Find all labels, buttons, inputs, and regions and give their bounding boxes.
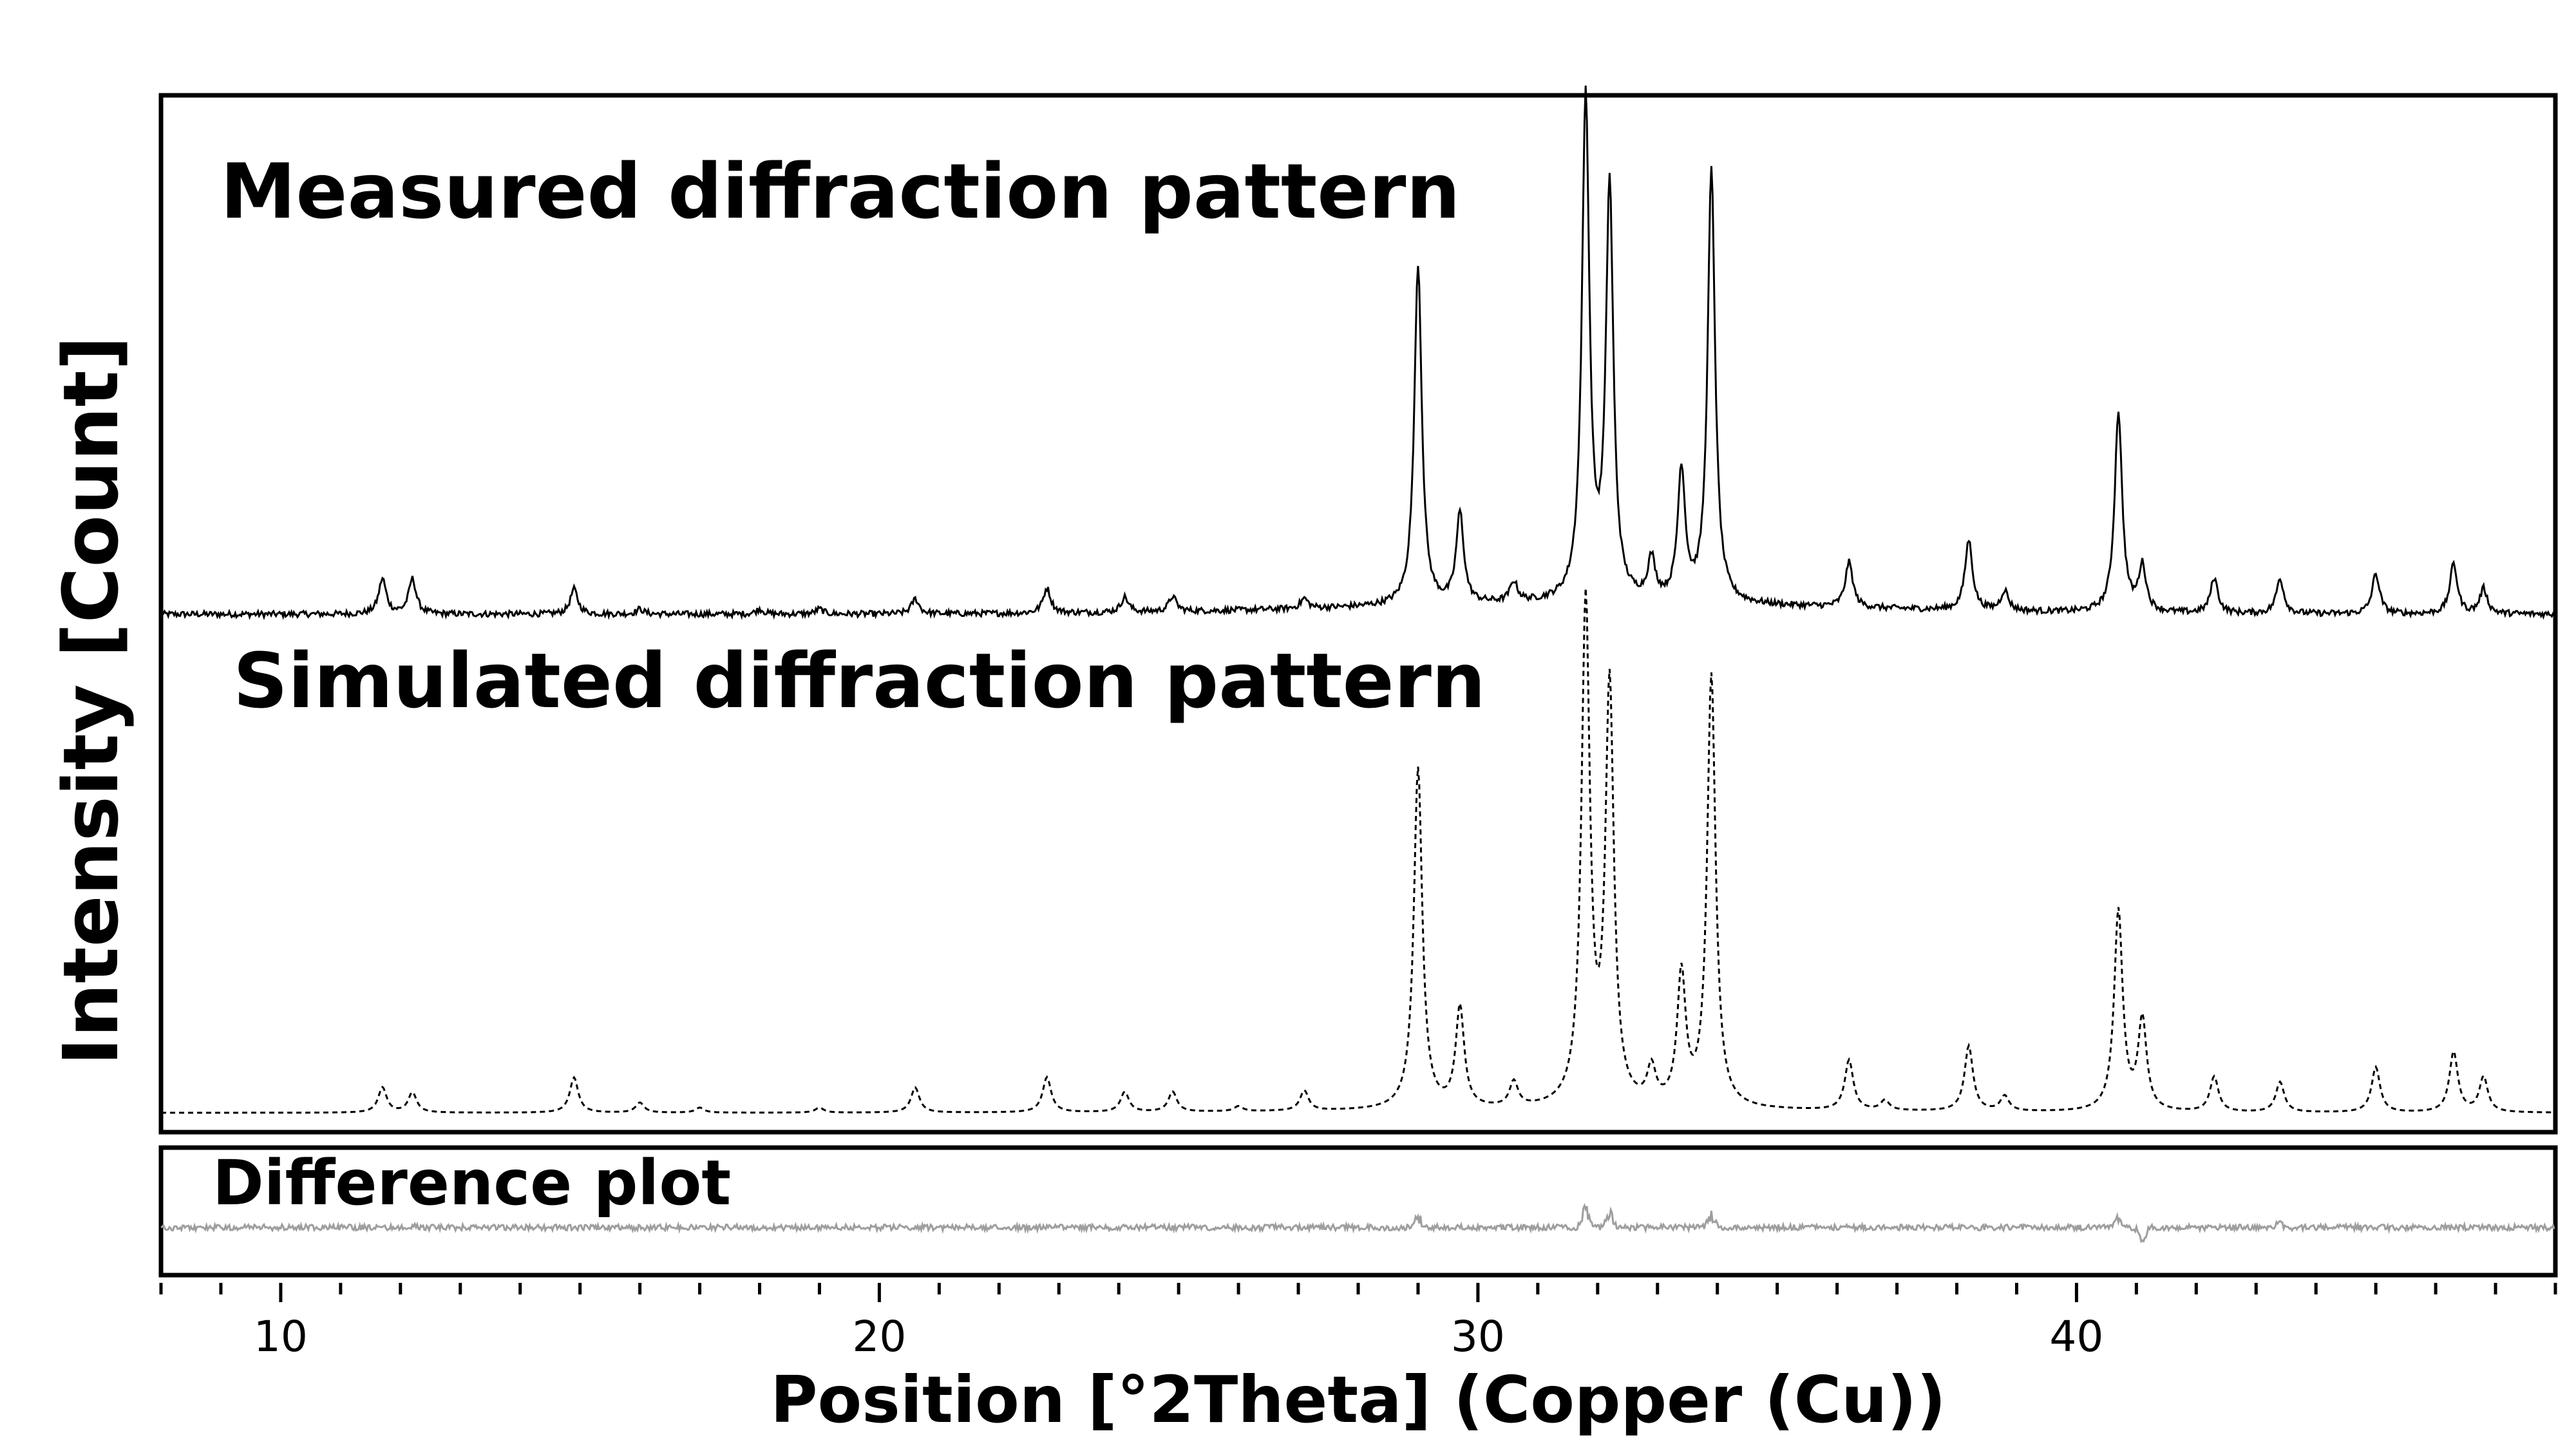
series-line-measured [160,85,2555,621]
series-line-difference [160,1202,2555,1244]
y-axis-label: Intensity [Count] [46,336,135,1065]
difference-panel-frame [158,1145,2558,1278]
simulated-pattern-label: Simulated diffraction pattern [233,636,1486,725]
traces [160,85,2555,1244]
x-axis: 10 20 30 40 [159,1283,2557,1361]
series-line-simulated [161,588,2555,1114]
x-axis-label: Position [°2Theta] (Copper (Cu)) [770,1362,1946,1437]
x-tick-label: 10 [254,1312,308,1361]
x-tick-label: 30 [1451,1312,1505,1361]
x-tick-label: 20 [852,1312,906,1361]
measured-pattern-label: Measured diffraction pattern [220,147,1461,236]
x-tick-label: 40 [2049,1312,2103,1361]
difference-plot-label: Difference plot [213,1147,731,1219]
main-panel-frame [158,93,2558,1135]
